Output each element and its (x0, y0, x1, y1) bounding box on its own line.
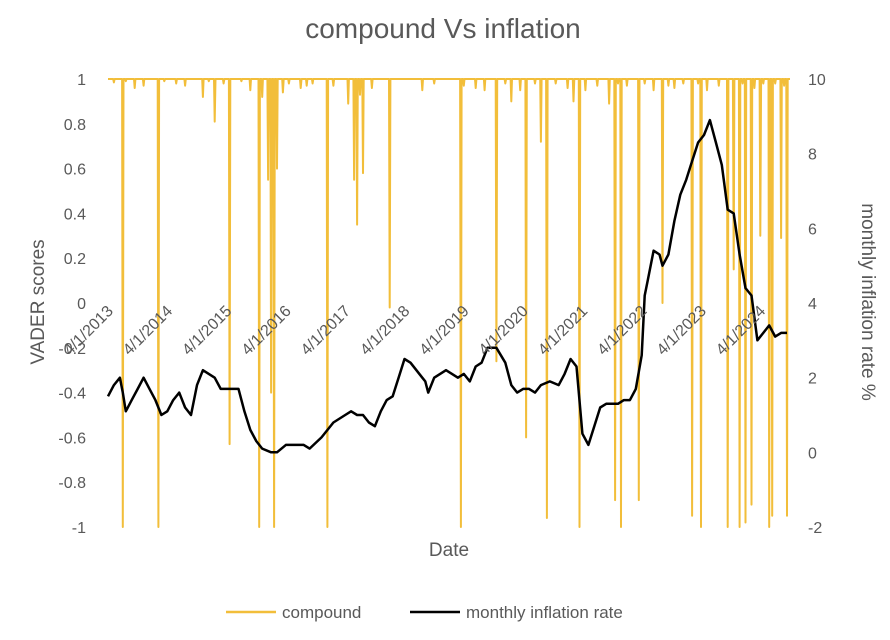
x-tick-label: 4/1/2024 (713, 303, 769, 359)
legend-label-compound: compound (282, 603, 361, 622)
x-tick-label: 4/1/2018 (357, 303, 413, 359)
left-tick-label: -0.8 (58, 475, 86, 492)
right-tick-label: 2 (808, 371, 817, 388)
right-axis-ticks: 10 8 6 4 2 0 -2 (808, 72, 826, 537)
right-tick-label: 6 (808, 221, 817, 238)
left-axis-ticks: 1 0.8 0.6 0.4 0.2 0 -0.2 -0.4 -0.6 -0.8 -1 (58, 72, 86, 537)
y2-axis-title: monthly inflation rate % (857, 203, 878, 401)
x-tick-label: 4/1/2020 (476, 303, 532, 359)
left-tick-label: 0.2 (64, 251, 86, 268)
x-tick-label: 4/1/2019 (417, 303, 473, 359)
right-tick-label: 0 (808, 445, 817, 462)
x-tick-label: 4/1/2016 (239, 303, 295, 359)
right-tick-label: 4 (808, 296, 817, 313)
chart-title: compound Vs inflation (305, 13, 581, 44)
left-tick-label: -0.6 (58, 430, 86, 447)
inflation-series (106, 118, 787, 454)
y-axis-title: VADER scores (28, 239, 49, 364)
left-tick-label: -0.2 (58, 341, 86, 358)
left-tick-label: -0.4 (58, 386, 86, 403)
inflation-line (106, 118, 787, 454)
left-tick-label: 0.6 (64, 162, 86, 179)
x-tick-label: 4/1/2017 (298, 303, 354, 359)
x-axis-title: Date (429, 540, 469, 561)
x-axis-date-ticks: 4/1/2013 4/1/2014 4/1/2015 4/1/2016 4/1/2017… (61, 303, 769, 359)
x-tick-label: 4/1/2013 (61, 303, 117, 359)
legend-label-inflation: monthly inflation rate (466, 603, 623, 622)
x-tick-label: 4/1/2015 (179, 303, 235, 359)
left-tick-label: 0.8 (64, 117, 86, 134)
legend: compound monthly inflation rate (226, 603, 623, 622)
compound-series (108, 78, 790, 528)
right-tick-label: 8 (808, 147, 817, 164)
left-tick-label: -1 (72, 520, 86, 537)
left-tick-label: 0 (77, 296, 86, 313)
right-tick-label: -2 (808, 520, 822, 537)
compound-line (108, 78, 790, 528)
left-tick-label: 0.4 (64, 206, 86, 223)
x-tick-label: 4/1/2021 (535, 303, 591, 359)
left-tick-label: 1 (77, 72, 86, 89)
x-tick-label: 4/1/2014 (120, 303, 176, 359)
right-tick-label: 10 (808, 72, 826, 89)
